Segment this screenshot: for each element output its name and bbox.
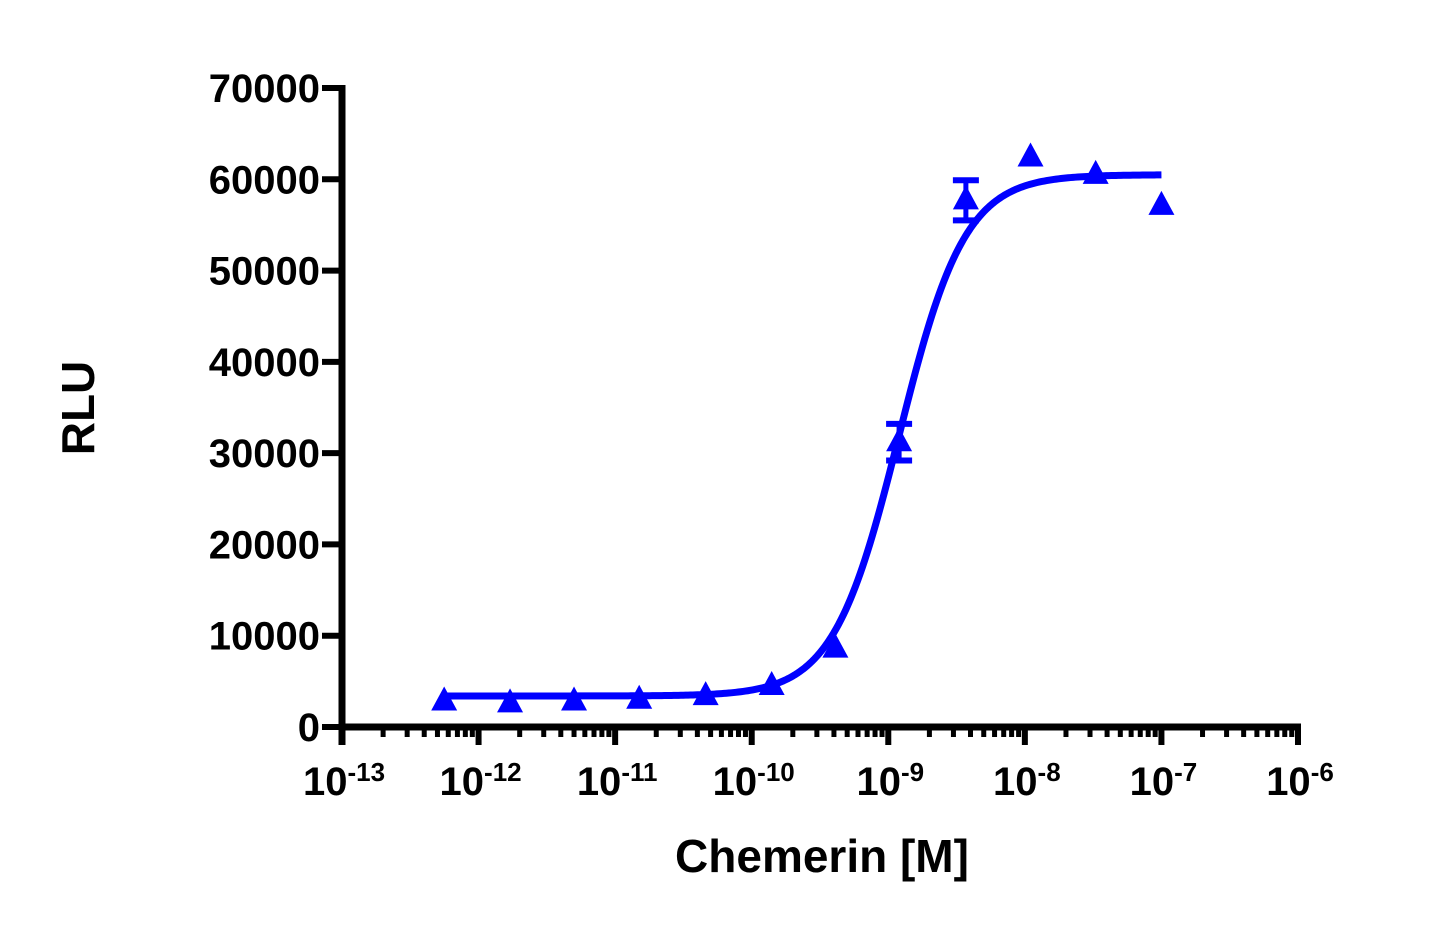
- triangle-marker: [692, 681, 719, 706]
- y-tick-label: 30000: [209, 432, 320, 476]
- triangle-marker: [497, 688, 524, 713]
- fit-curve-path: [443, 171, 1163, 700]
- triangle-marker: [626, 684, 653, 709]
- x-tick-label: 10-11: [577, 757, 658, 804]
- x-tick-label: 10-7: [1130, 757, 1198, 804]
- data-points: [431, 142, 1175, 713]
- x-tick-label: 10-10: [713, 757, 795, 804]
- fit-curve: [443, 171, 1163, 700]
- triangle-marker: [758, 671, 785, 696]
- y-tick-label: 60000: [209, 158, 320, 202]
- x-tick-label: 10-8: [993, 757, 1061, 804]
- x-tick-label: 10-6: [1266, 757, 1334, 804]
- x-axis-title: Chemerin [M]: [675, 830, 969, 882]
- y-tick-label: 20000: [209, 523, 320, 567]
- y-tick-label: 70000: [209, 67, 320, 111]
- triangle-marker: [952, 185, 979, 210]
- x-tick-label: 10-12: [440, 757, 522, 804]
- y-axis: 0 10000 20000 30000 40000 50000 60000 70000: [209, 67, 346, 750]
- triangle-marker: [1148, 190, 1175, 215]
- y-tick-label: 50000: [209, 250, 320, 294]
- triangle-marker: [1082, 159, 1109, 184]
- x-axis: 10-13 10-12 10-11 10-10 10-9 10-8 10-7 10-6: [303, 723, 1334, 804]
- x-tick-label: 10-9: [856, 757, 924, 804]
- triangle-marker: [1017, 142, 1044, 167]
- y-tick-label: 40000: [209, 341, 320, 385]
- triangle-marker: [561, 686, 588, 711]
- y-axis-title: RLU: [52, 361, 104, 456]
- y-tick-label: 0: [298, 706, 320, 750]
- triangle-marker: [822, 633, 849, 658]
- triangle-marker: [431, 686, 458, 711]
- x-tick-label: 10-13: [303, 757, 385, 804]
- triangle-marker: [886, 427, 913, 452]
- y-tick-label: 10000: [209, 615, 320, 659]
